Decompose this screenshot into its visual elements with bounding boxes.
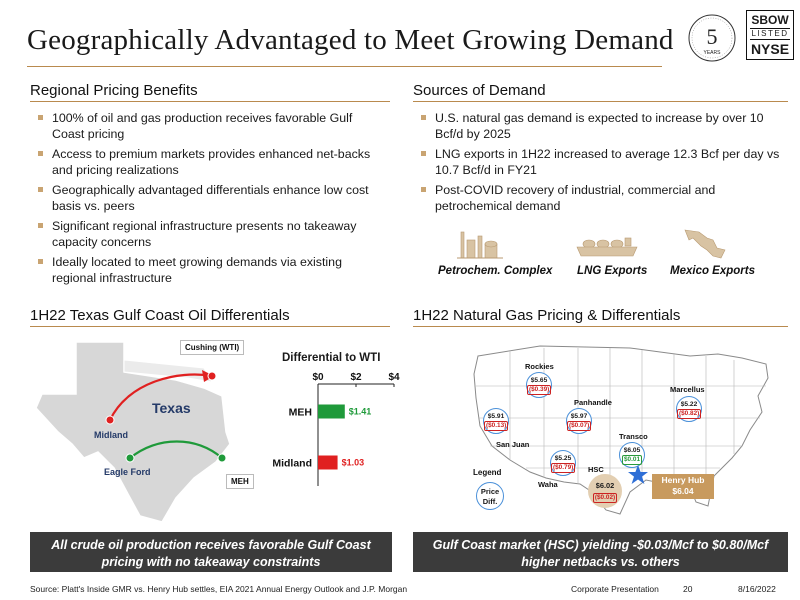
- sources-of-demand-divider: [413, 101, 788, 102]
- san-juan-label: San Juan: [496, 440, 530, 449]
- footer-source: Source: Platt's Inside GMR vs. Henry Hub…: [30, 584, 408, 594]
- legend-diff-label: Diff.: [482, 497, 498, 506]
- mexico-map-icon: [684, 229, 726, 259]
- west-hub-price-marker: $5.91 ($0.13): [483, 408, 509, 434]
- oil-differentials-title: 1H22 Texas Gulf Coast Oil Differentials: [30, 307, 290, 324]
- listed-text: LISTED: [750, 28, 790, 40]
- waha-label: Waha: [538, 480, 558, 489]
- legend-marker: Price Diff.: [476, 482, 504, 510]
- sources-of-demand-list: U.S. natural gas demand is expected to i…: [413, 110, 788, 218]
- data-label: $1.03: [342, 458, 365, 468]
- bullet-icon: [38, 151, 43, 156]
- title-divider: [27, 66, 662, 67]
- footer-date: 8/16/2022: [738, 584, 776, 594]
- bullet-icon: [38, 223, 43, 228]
- eagle-ford-label: Eagle Ford: [104, 467, 151, 477]
- differential-chart: $0 $2 $4 MEH $1.41 Midland $1.03: [272, 372, 400, 486]
- bullet-icon: [38, 259, 43, 264]
- category-label: Midland: [272, 458, 312, 470]
- five-years-badge: 5 YEARS: [688, 14, 736, 62]
- legend-price-label: Price: [480, 487, 500, 496]
- ticker-text: SBOW: [751, 13, 789, 27]
- regional-pricing-title: Regional Pricing Benefits: [30, 82, 198, 99]
- regional-pricing-list: 100% of oil and gas production receives …: [30, 110, 385, 290]
- sources-of-demand-title: Sources of Demand: [413, 82, 546, 99]
- hsc-price-marker: $6.02 ($0.02): [588, 474, 622, 508]
- gas-pricing-banner: Gulf Coast market (HSC) yielding -$0.03/…: [413, 532, 788, 572]
- henry-hub-star-icon: [628, 465, 648, 484]
- bullet-icon: [38, 187, 43, 192]
- panhandle-label: Panhandle: [574, 398, 612, 407]
- page-title: Geographically Advantaged to Meet Growin…: [27, 24, 674, 56]
- bullet-icon: [421, 187, 426, 192]
- rockies-label: Rockies: [525, 362, 554, 371]
- us-map: [473, 345, 769, 515]
- exchange-text: NYSE: [750, 41, 790, 57]
- list-item: Access to premium markets provides enhan…: [30, 146, 385, 178]
- oil-pricing-banner: All crude oil production receives favora…: [30, 532, 392, 572]
- data-label: $1.41: [349, 407, 372, 417]
- x-tick-label: $2: [350, 372, 362, 383]
- midland-map-label: Midland: [94, 430, 128, 440]
- bullet-icon: [38, 115, 43, 120]
- gas-pricing-divider: [413, 326, 788, 327]
- footer-label: Corporate Presentation: [571, 584, 659, 594]
- badge-number: 5: [707, 24, 718, 49]
- oil-differentials-divider: [30, 326, 390, 327]
- list-item: Ideally located to meet growing demands …: [30, 254, 385, 286]
- category-label: MEH: [289, 407, 312, 419]
- henry-hub-name: Henry Hub: [661, 475, 705, 485]
- texas-label: Texas: [152, 400, 191, 416]
- list-item: 100% of oil and gas production receives …: [30, 110, 385, 142]
- bullet-icon: [421, 151, 426, 156]
- page-number: 20: [683, 584, 693, 594]
- henry-hub-callout: Henry Hub $6.04: [652, 474, 714, 499]
- hsc-label: HSC: [588, 465, 604, 474]
- bullet-icon: [421, 115, 426, 120]
- list-item: LNG exports in 1H22 increased to average…: [413, 146, 788, 178]
- henry-hub-price: $6.04: [672, 486, 694, 496]
- list-item: Significant regional infrastructure pres…: [30, 218, 385, 250]
- cushing-label: Cushing (WTI): [180, 340, 245, 355]
- gas-pricing-title: 1H22 Natural Gas Pricing & Differentials: [413, 307, 681, 324]
- san-juan-price-marker: $5.25 ($0.79): [550, 450, 576, 476]
- texas-map: [35, 341, 231, 523]
- badge-text: YEARS: [704, 50, 722, 56]
- list-item: U.S. natural gas demand is expected to i…: [413, 110, 788, 142]
- panhandle-price-marker: $5.97 ($0.07): [566, 408, 592, 434]
- marcellus-price-marker: $5.22 ($0.82): [676, 396, 702, 422]
- transco-label: Transco: [619, 432, 648, 441]
- regional-pricing-divider: [30, 101, 390, 102]
- lng-tanker-icon: [576, 237, 638, 257]
- list-item: Geographically advantaged differentials …: [30, 182, 385, 214]
- legend-title: Legend: [473, 468, 502, 477]
- marcellus-label: Marcellus: [670, 385, 705, 394]
- nyse-listing-logo: SBOW LISTED NYSE: [746, 10, 794, 60]
- meh-map-label: MEH: [226, 474, 254, 489]
- bar-midland: [318, 455, 338, 470]
- rockies-price-marker: $5.65 ($0.39): [526, 372, 552, 398]
- petrochem-complex-label: Petrochem. Complex: [438, 265, 553, 277]
- chart-title: Differential to WTI: [282, 352, 381, 364]
- petrochem-complex-icon: [457, 231, 503, 259]
- x-tick-label: $0: [312, 372, 324, 383]
- lng-exports-label: LNG Exports: [577, 265, 648, 277]
- x-tick-label: $4: [388, 372, 400, 383]
- bar-meh: [318, 404, 345, 419]
- mexico-exports-label: Mexico Exports: [670, 265, 755, 277]
- list-item: Post-COVID recovery of industrial, comme…: [413, 182, 788, 214]
- transco-price-marker: $6.05 $0.01: [619, 442, 645, 468]
